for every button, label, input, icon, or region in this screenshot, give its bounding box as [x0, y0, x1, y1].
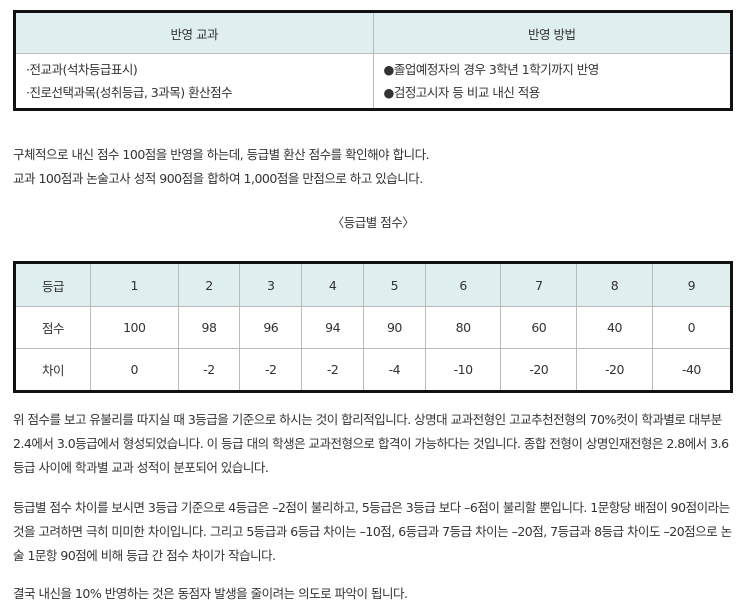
- paragraph: 등급별 점수 차이를 보시면 3등급 기준으로 4등급은 –2점이 불리하고, …: [13, 500, 732, 563]
- header-method: 반영 방법: [372, 11, 732, 54]
- table-cell: 96: [239, 306, 303, 349]
- table-cell: -2: [177, 348, 241, 392]
- subject-item: ·진로선택과목(성취등급, 3과목) 환산점수: [26, 85, 233, 100]
- table-cell: 0: [90, 348, 179, 392]
- table-cell: -20: [500, 348, 578, 392]
- table-cell: 0: [651, 306, 733, 349]
- subjects-cell: ·전교과(석차등급표시) ·진로선택과목(성취등급, 3과목) 환산점수: [14, 53, 374, 110]
- intro-text: 구체적으로 내신 점수 100점을 반영을 하는데, 등급별 환산 점수를 확인…: [13, 143, 735, 191]
- header-subjects: 반영 교과: [14, 11, 374, 54]
- table-cell: 90: [362, 306, 426, 349]
- table-cell: 98: [177, 306, 241, 349]
- table-cell: -10: [424, 348, 502, 392]
- table-cell: -20: [576, 348, 653, 392]
- table-cell: 8: [576, 262, 653, 307]
- table-cell: 4: [301, 262, 364, 307]
- grade-score-table: 등급 1 2 3 4 5 6 7 8 9 점수 100 98 96 94 90 80 60 40 0 차이 0 -2 -2 -2…: [13, 261, 733, 393]
- table-cell: 40: [576, 306, 653, 349]
- table-cell: -40: [651, 348, 733, 392]
- table-row: 등급 1 2 3 4 5 6 7 8 9: [14, 262, 733, 307]
- table-caption: 〈등급별 점수〉: [331, 215, 415, 230]
- table-row: 점수 100 98 96 94 90 80 60 40 0: [14, 306, 733, 349]
- paragraph: 결국 내신을 10% 반영하는 것은 동점자 발생을 줄이려는 의도로 파악이 …: [13, 586, 408, 601]
- subject-reflection-table: 반영 교과 반영 방법 ·전교과(석차등급표시) ·진로선택과목(성취등급, 3과목…: [13, 10, 733, 111]
- table-cell: 9: [651, 262, 733, 307]
- table-cell: 5: [362, 262, 426, 307]
- table-cell: -2: [239, 348, 303, 392]
- method-cell: ●졸업예정자의 경우 3학년 1학기까지 반영 ●검정고시자 등 비교 내신 적용: [372, 53, 732, 110]
- table-cell: 100: [90, 306, 179, 349]
- method-item: ●검정고시자 등 비교 내신 적용: [383, 85, 541, 100]
- row-header: 점수: [14, 306, 91, 349]
- method-item: ●졸업예정자의 경우 3학년 1학기까지 반영: [383, 62, 600, 77]
- intro-line: 구체적으로 내신 점수 100점을 반영을 하는데, 등급별 환산 점수를 확인…: [13, 147, 430, 162]
- table-cell: 2: [177, 262, 241, 307]
- table-cell: 80: [424, 306, 502, 349]
- subject-item: ·전교과(석차등급표시): [26, 62, 138, 77]
- table-cell: 3: [239, 262, 303, 307]
- paragraph: 위 점수를 보고 유불리를 따지실 때 3등급을 기준으로 하시는 것이 합리적…: [13, 412, 729, 475]
- table-cell: 1: [90, 262, 179, 307]
- table-cell: 7: [500, 262, 578, 307]
- table-cell: 6: [424, 262, 502, 307]
- row-header: 차이: [14, 348, 91, 392]
- table-row: 차이 0 -2 -2 -2 -4 -10 -20 -20 -40: [14, 348, 733, 392]
- table-cell: 60: [500, 306, 578, 349]
- intro-line: 교과 100점과 논술고사 성적 900점을 합하여 1,000점을 만점으로 …: [13, 171, 423, 186]
- row-header: 등급: [14, 262, 91, 307]
- table-cell: -4: [362, 348, 426, 392]
- table-cell: 94: [301, 306, 364, 349]
- table-cell: -2: [301, 348, 364, 392]
